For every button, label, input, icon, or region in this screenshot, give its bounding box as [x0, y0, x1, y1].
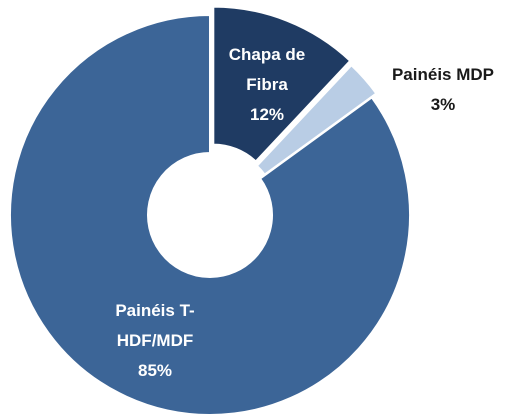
slice-label: Painéis T-HDF/MDF: [115, 301, 195, 350]
donut-slice: [9, 13, 411, 416]
donut-slice: [212, 5, 352, 163]
slice-label: Chapa de Fibra: [228, 45, 306, 94]
slice-value-label: 12%: [249, 105, 285, 124]
slice-label: Painéis MDP: [391, 65, 495, 84]
slice-value-label: 85%: [137, 361, 173, 380]
slice-value-label: 3%: [430, 95, 456, 114]
